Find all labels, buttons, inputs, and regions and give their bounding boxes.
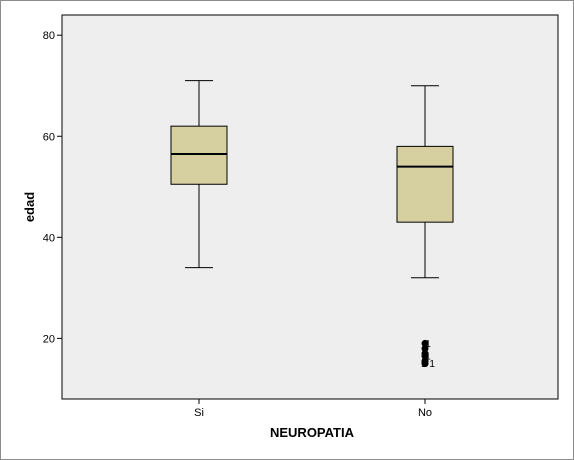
outlier-label: 1 1 [421, 359, 435, 370]
outlier-point [421, 352, 429, 360]
plot-area [61, 14, 559, 400]
y-tick-label: 40 [43, 232, 55, 244]
outlier-point [421, 344, 429, 352]
x-tick-label: Si [194, 407, 204, 419]
x-axis-title: NEUROPATIA [270, 425, 355, 440]
outlier-point [421, 360, 429, 368]
y-axis-title: edad [22, 192, 37, 222]
box-no: 111 1 [396, 85, 454, 370]
x-tick-label: No [418, 407, 432, 419]
outlier-point [421, 339, 429, 347]
iqr-box [396, 145, 454, 223]
iqr-box [170, 125, 228, 185]
outlier-label: 1 [425, 352, 431, 363]
outlier-label: 1 [425, 339, 431, 350]
y-tick-label: 60 [43, 131, 55, 143]
y-tick-label: 80 [43, 30, 55, 42]
y-axis: 20 40 60 80 [43, 30, 62, 345]
boxes: 111 1 [170, 80, 454, 370]
x-axis: Si No [194, 399, 432, 419]
box-si [170, 80, 228, 269]
y-tick-label: 20 [43, 333, 55, 345]
